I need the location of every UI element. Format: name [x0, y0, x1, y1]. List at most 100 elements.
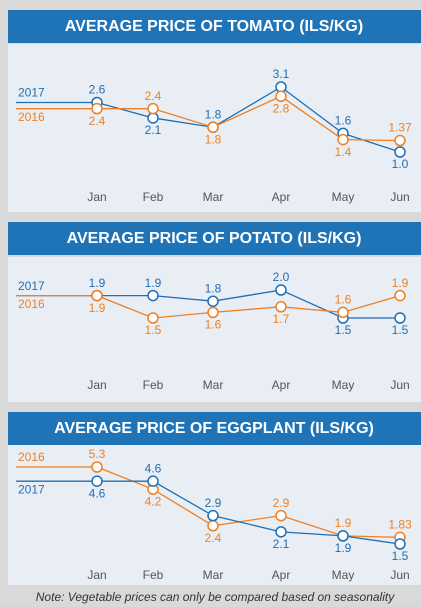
series-line [96, 294, 401, 319]
x-tick-label: May [332, 190, 355, 204]
data-label: 2.9 [205, 496, 222, 510]
data-label: 1.6 [335, 293, 352, 307]
header [8, 412, 421, 445]
point [394, 146, 406, 158]
data-label: 1.9 [145, 276, 162, 290]
plot-area [8, 257, 421, 402]
data-label: 1.37 [388, 121, 412, 135]
point [337, 133, 349, 146]
data-label: 1.9 [89, 301, 106, 315]
x-tick-label: Apr [272, 190, 291, 204]
point [91, 475, 103, 487]
data-label: 4.6 [89, 486, 106, 500]
x-tick-label: Feb [143, 190, 164, 204]
data-label: 1.9 [335, 541, 352, 555]
series-line [97, 95, 401, 142]
series-line [97, 289, 400, 319]
point [275, 526, 287, 538]
data-label: 2.9 [273, 496, 290, 510]
data-label: 1.9 [392, 276, 409, 290]
legend-label: 2017 [18, 86, 45, 100]
data-label: 1.9 [335, 516, 352, 530]
data-label: 1.8 [205, 132, 222, 146]
data-label: 1.6 [205, 318, 222, 332]
series-line [96, 466, 401, 538]
x-tick-label: Jan [87, 190, 106, 204]
point [394, 134, 406, 147]
chart-title: AVERAGE PRICE OF POTATO (ILS/KG) [67, 230, 362, 247]
point [147, 102, 159, 115]
x-tick-label: Mar [203, 378, 224, 392]
data-label: 2.4 [145, 89, 162, 103]
x-tick-label: Feb [143, 378, 164, 392]
x-tick-label: Jan [87, 568, 106, 582]
point [394, 312, 406, 324]
point [394, 538, 406, 550]
legend-label: 2016 [18, 297, 45, 311]
x-tick-label: Jan [87, 378, 106, 392]
x-tick-label: Apr [272, 378, 291, 392]
data-label: 4.6 [145, 461, 162, 475]
data-label: 1.4 [335, 145, 352, 159]
x-tick-label: Apr [272, 568, 291, 582]
note: Note: Vegetable prices can only be compa… [36, 590, 395, 604]
data-label: 2.8 [273, 101, 290, 115]
point [207, 509, 219, 522]
header [8, 222, 421, 255]
header [8, 10, 421, 43]
point [147, 289, 159, 302]
chart-title: AVERAGE PRICE OF EGGPLANT (ILS/KG) [54, 420, 374, 437]
point [275, 81, 287, 93]
data-label: 2.1 [273, 537, 290, 551]
point [275, 90, 287, 103]
data-label: 4.2 [145, 494, 162, 508]
point [337, 530, 349, 542]
point [91, 289, 103, 302]
x-tick-label: Mar [203, 190, 224, 204]
data-label: 3.1 [273, 67, 290, 81]
legend-label: 2016 [18, 110, 45, 124]
point [207, 520, 219, 532]
data-label: 2.1 [145, 123, 162, 137]
data-label: 1.83 [388, 517, 412, 531]
data-label: 2.4 [89, 114, 106, 128]
data-label: 1.5 [335, 323, 352, 337]
point [275, 301, 287, 313]
data-label: 1.6 [335, 114, 352, 128]
data-label: 1.8 [205, 281, 222, 295]
x-tick-label: Jun [390, 190, 409, 204]
data-label: 2.4 [205, 531, 222, 545]
point [394, 289, 406, 302]
x-tick-label: Jun [390, 378, 409, 392]
chart-title: AVERAGE PRICE OF TOMATO (ILS/KG) [65, 18, 363, 35]
x-tick-label: May [332, 568, 355, 582]
point [207, 295, 219, 307]
x-tick-label: May [332, 378, 355, 392]
data-label: 1.5 [392, 549, 409, 563]
data-label: 1.5 [392, 323, 409, 337]
x-tick-label: Feb [143, 568, 164, 582]
point [275, 509, 287, 522]
data-label: 1.5 [145, 323, 162, 337]
series-line [96, 86, 401, 153]
x-tick-label: Jun [390, 568, 409, 582]
point [147, 112, 159, 124]
data-label: 5.3 [89, 447, 106, 461]
legend-label: 2017 [18, 279, 45, 293]
point [275, 284, 287, 296]
point [147, 312, 159, 324]
legend-label: 2017 [18, 482, 45, 496]
x-tick-label: Mar [203, 568, 224, 582]
point [207, 121, 219, 133]
point [147, 475, 159, 487]
data-label: 2.0 [273, 270, 290, 284]
data-label: 2.6 [89, 83, 106, 97]
point [207, 306, 219, 319]
point [337, 306, 349, 319]
point [91, 461, 103, 473]
data-label: 1.7 [273, 312, 290, 326]
data-label: 1.0 [392, 157, 409, 171]
data-label: 1.9 [89, 276, 106, 290]
point [91, 102, 103, 115]
